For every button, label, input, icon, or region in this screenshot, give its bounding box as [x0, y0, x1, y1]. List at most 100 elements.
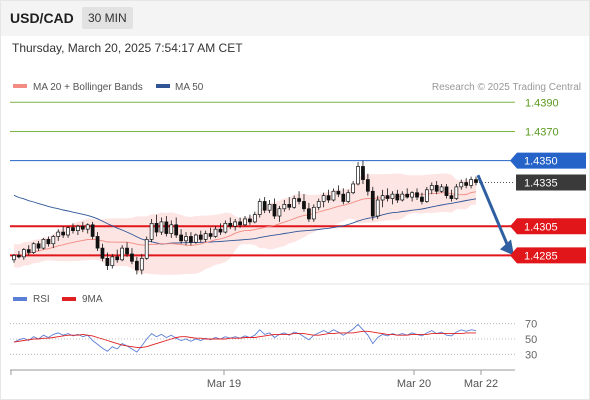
candle [469, 176, 473, 189]
candle [287, 197, 292, 211]
candle-up-body [375, 199, 380, 217]
credit-text: Research © 2025 Trading Central [432, 82, 581, 93]
candle [80, 221, 85, 233]
candle [380, 189, 385, 208]
candle-up-body [380, 195, 385, 201]
forecast-arrow [476, 174, 514, 256]
level-1-4305-label: 1.4305 [524, 221, 558, 233]
candle-down-body [302, 201, 306, 210]
candle-down-body [95, 236, 100, 249]
symbol-title: USD/CAD [10, 10, 74, 26]
candle-up-body [110, 256, 115, 266]
candle [238, 217, 242, 228]
candle-down-body [61, 231, 66, 236]
candle-down-body [385, 195, 390, 199]
candle [169, 220, 174, 238]
candle-up-body [31, 243, 36, 253]
candle-down-body [218, 228, 223, 233]
candle-down-body [115, 256, 120, 261]
candle [179, 229, 183, 244]
candle-down-body [189, 236, 193, 243]
candle [311, 204, 316, 222]
candle [149, 218, 154, 243]
candle [184, 232, 188, 246]
candle [346, 189, 351, 203]
candle [420, 192, 424, 205]
candle [474, 176, 478, 186]
candle [71, 223, 75, 234]
candle-down-body [405, 193, 410, 198]
rsi-level-label-70: 70 [525, 319, 537, 331]
candle-up-body [139, 257, 144, 271]
candle-up-body [316, 201, 321, 208]
candle [193, 233, 198, 244]
candle-down-body [262, 201, 267, 211]
rsi-panel: 70 50 30 [10, 319, 537, 361]
candle [203, 230, 208, 243]
candle-up-body [311, 206, 316, 220]
forecast-arrow-head [500, 239, 514, 256]
candle [410, 191, 414, 202]
candle-up-body [203, 233, 208, 240]
candle-up-body [21, 249, 26, 258]
candle-down-body [36, 243, 41, 249]
candle-up-body [356, 166, 360, 185]
candle-up-body [120, 247, 125, 261]
candle [61, 226, 66, 238]
level-1-4390-label: 1.4390 [525, 97, 559, 109]
candle [356, 162, 360, 186]
candle-down-body [80, 225, 85, 230]
level-1-4350-tag [510, 152, 586, 169]
ma9-legend-swatch [62, 297, 76, 301]
candle [66, 226, 70, 238]
candle [110, 253, 115, 269]
candle [282, 200, 287, 212]
candle-up-body [144, 239, 149, 259]
candle [213, 226, 218, 238]
candle [277, 205, 282, 222]
candle [400, 191, 405, 202]
candle-down-body [449, 195, 454, 199]
candle-down-body [26, 249, 31, 253]
candle-up-body [351, 183, 356, 194]
candle-up-body [213, 228, 218, 237]
candle-up-body [410, 192, 414, 198]
candle-up-body [243, 218, 247, 226]
candle-down-body [105, 257, 110, 266]
candle [439, 183, 444, 193]
candle [252, 211, 257, 224]
candle-down-body [90, 224, 95, 237]
candle [243, 216, 247, 227]
candle-up-body [400, 193, 405, 201]
ma50-legend-swatch [156, 84, 170, 88]
candle-up-body [469, 179, 473, 186]
candle [297, 191, 301, 205]
candle [336, 185, 341, 198]
candle-down-body [125, 247, 129, 255]
level-labels: 1.4390 1.4370 1.4350 1.4335 1.4305 1.4285 [510, 97, 586, 264]
candle-down-body [464, 182, 469, 186]
timeframe-badge[interactable]: 30 MIN [82, 7, 133, 29]
candle [76, 224, 80, 235]
candle [351, 181, 356, 195]
candle [198, 230, 203, 243]
candle [41, 237, 46, 250]
candle [370, 186, 375, 221]
candle [459, 179, 464, 190]
candle [390, 191, 395, 205]
candle-up-body [51, 236, 56, 245]
candle [134, 256, 139, 275]
candle-up-body [184, 236, 188, 242]
candle-down-body [130, 253, 134, 262]
candle-down-body [238, 221, 242, 226]
level-1-4285-label: 1.4285 [524, 250, 558, 262]
level-1-4370-label: 1.4370 [525, 126, 559, 138]
candle [316, 198, 321, 211]
candle [326, 189, 331, 203]
candle-up-body [56, 231, 61, 237]
candle [105, 252, 110, 270]
candle [341, 188, 346, 205]
candle [36, 240, 41, 252]
candle [130, 248, 134, 265]
candle-up-body [12, 255, 16, 261]
